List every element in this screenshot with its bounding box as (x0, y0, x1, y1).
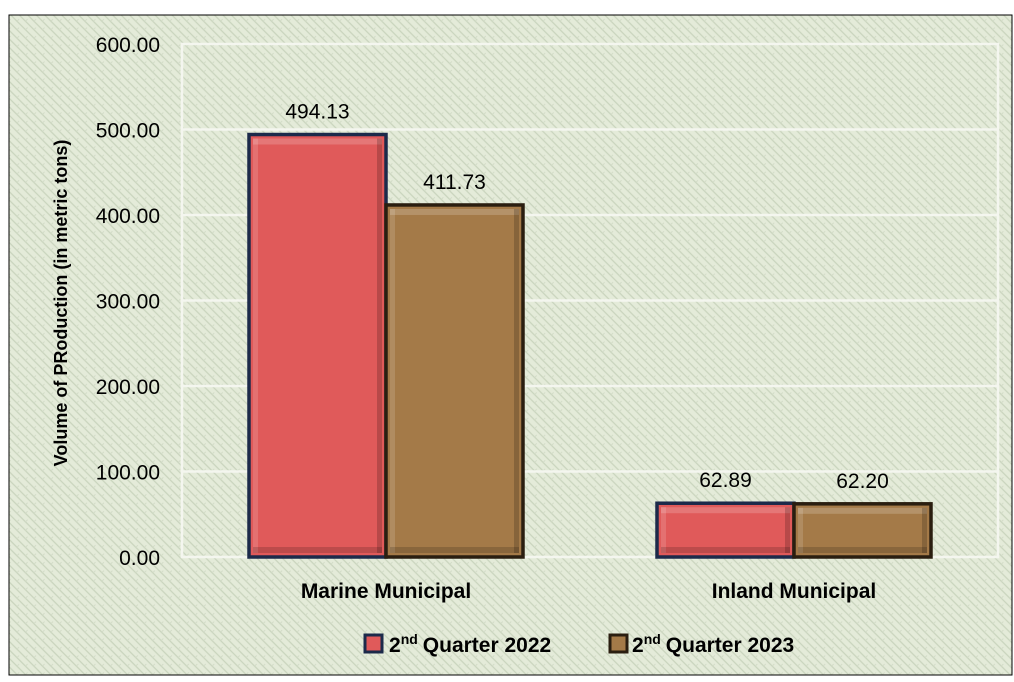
legend-swatch (363, 633, 384, 654)
bar-bevel (377, 138, 382, 553)
bar-bevel (390, 547, 519, 553)
bar-bevel (390, 208, 519, 215)
data-label: 62.89 (699, 469, 752, 492)
x-tick-label: Inland Municipal (712, 580, 877, 603)
bar-bevel (922, 507, 927, 553)
legend-entry: 2nd Quarter 2023 (632, 631, 794, 657)
bar-bevel (390, 208, 395, 553)
data-label: 411.73 (423, 171, 486, 194)
y-tick-label: 600.00 (96, 34, 160, 57)
bar-bevel (798, 547, 927, 553)
bar-bevel (253, 138, 382, 145)
bar (384, 203, 525, 559)
bar-bevel (798, 507, 803, 553)
y-tick-label: 400.00 (96, 205, 160, 228)
data-label: 62.20 (836, 470, 889, 493)
bar-bevel (661, 507, 790, 514)
y-tick-label: 0.00 (119, 547, 160, 570)
bar (655, 501, 796, 559)
data-label: 494.13 (285, 101, 349, 124)
bar-bevel (253, 547, 382, 553)
y-tick-label: 200.00 (96, 376, 160, 399)
bar-bevel (253, 138, 258, 553)
bar-bevel (661, 507, 666, 553)
bar-bevel (798, 507, 927, 514)
bar-bevel (514, 208, 519, 553)
bar (247, 132, 388, 559)
legend-entry: 2nd Quarter 2022 (389, 631, 551, 657)
y-axis-title: Volume of PRoduction (in metric tons) (51, 140, 71, 467)
x-tick-label: Marine Municipal (301, 580, 471, 603)
y-tick-label: 300.00 (96, 291, 160, 314)
legend-swatch (608, 633, 629, 654)
y-tick-label: 100.00 (96, 462, 160, 485)
bar-bevel (785, 507, 790, 553)
y-tick-label: 500.00 (96, 120, 160, 143)
bar (792, 502, 933, 559)
bar-bevel (661, 547, 790, 553)
